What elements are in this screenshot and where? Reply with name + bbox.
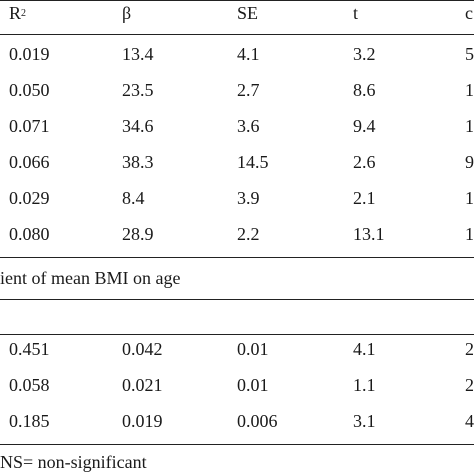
- cell-r2: 0.080: [9, 224, 50, 244]
- cell-t: 13.1: [353, 224, 385, 244]
- header-cut-column: c: [465, 3, 473, 23]
- cell-se: 0.01: [237, 339, 269, 359]
- cell-beta: 0.019: [122, 411, 163, 431]
- cell-se: 2.7: [237, 80, 260, 100]
- cell-cut: 2: [465, 375, 474, 395]
- header-r2: R2: [9, 3, 27, 23]
- cell-beta: 13.4: [122, 44, 154, 64]
- cell-beta: 38.3: [122, 152, 154, 172]
- cell-r2: 0.050: [9, 80, 50, 100]
- header-rule: [0, 34, 474, 35]
- cell-se: 0.006: [237, 411, 278, 431]
- cell-beta: 34.6: [122, 116, 154, 136]
- cell-t: 4.1: [353, 339, 376, 359]
- cell-beta: 23.5: [122, 80, 154, 100]
- cell-r2: 0.185: [9, 411, 50, 431]
- header-t: t: [353, 3, 359, 23]
- cell-t: 8.6: [353, 80, 376, 100]
- lower-section-rule: [0, 334, 474, 335]
- cell-cut: 4: [465, 411, 474, 431]
- table-footnote: NS= non-significant: [0, 452, 147, 472]
- table-top-rule: [0, 0, 474, 1]
- cell-se: 0.01: [237, 375, 269, 395]
- section-bottom-rule: [0, 299, 474, 300]
- cell-t: 1.1: [353, 375, 376, 395]
- cell-cut: 2: [465, 339, 474, 359]
- cell-t: 2.1: [353, 188, 376, 208]
- cell-t: 2.6: [353, 152, 376, 172]
- cell-r2: 0.019: [9, 44, 50, 64]
- cell-se: 4.1: [237, 44, 260, 64]
- cell-cut: 1: [465, 116, 474, 136]
- cell-beta: 8.4: [122, 188, 145, 208]
- cell-r2: 0.451: [9, 339, 50, 359]
- cell-t: 3.2: [353, 44, 376, 64]
- cell-cut: 1: [465, 188, 474, 208]
- cell-r2: 0.066: [9, 152, 50, 172]
- cell-beta: 28.9: [122, 224, 154, 244]
- cell-r2: 0.058: [9, 375, 50, 395]
- cell-se: 14.5: [237, 152, 269, 172]
- section-caption: ient of mean BMI on age: [0, 268, 181, 288]
- cell-cut: 5: [465, 44, 474, 64]
- section-top-rule: [0, 257, 474, 258]
- cell-t: 3.1: [353, 411, 376, 431]
- cell-cut: 9: [465, 152, 474, 172]
- table-bottom-rule: [0, 444, 474, 445]
- cell-se: 2.2: [237, 224, 260, 244]
- header-beta: β: [122, 3, 132, 23]
- cell-beta: 0.042: [122, 339, 163, 359]
- header-se: SE: [237, 3, 259, 23]
- cell-cut: 1: [465, 80, 474, 100]
- cell-r2: 0.071: [9, 116, 50, 136]
- cell-r2: 0.029: [9, 188, 50, 208]
- cell-se: 3.6: [237, 116, 260, 136]
- cell-se: 3.9: [237, 188, 260, 208]
- cell-beta: 0.021: [122, 375, 163, 395]
- cell-t: 9.4: [353, 116, 376, 136]
- cell-cut: 1: [465, 224, 474, 244]
